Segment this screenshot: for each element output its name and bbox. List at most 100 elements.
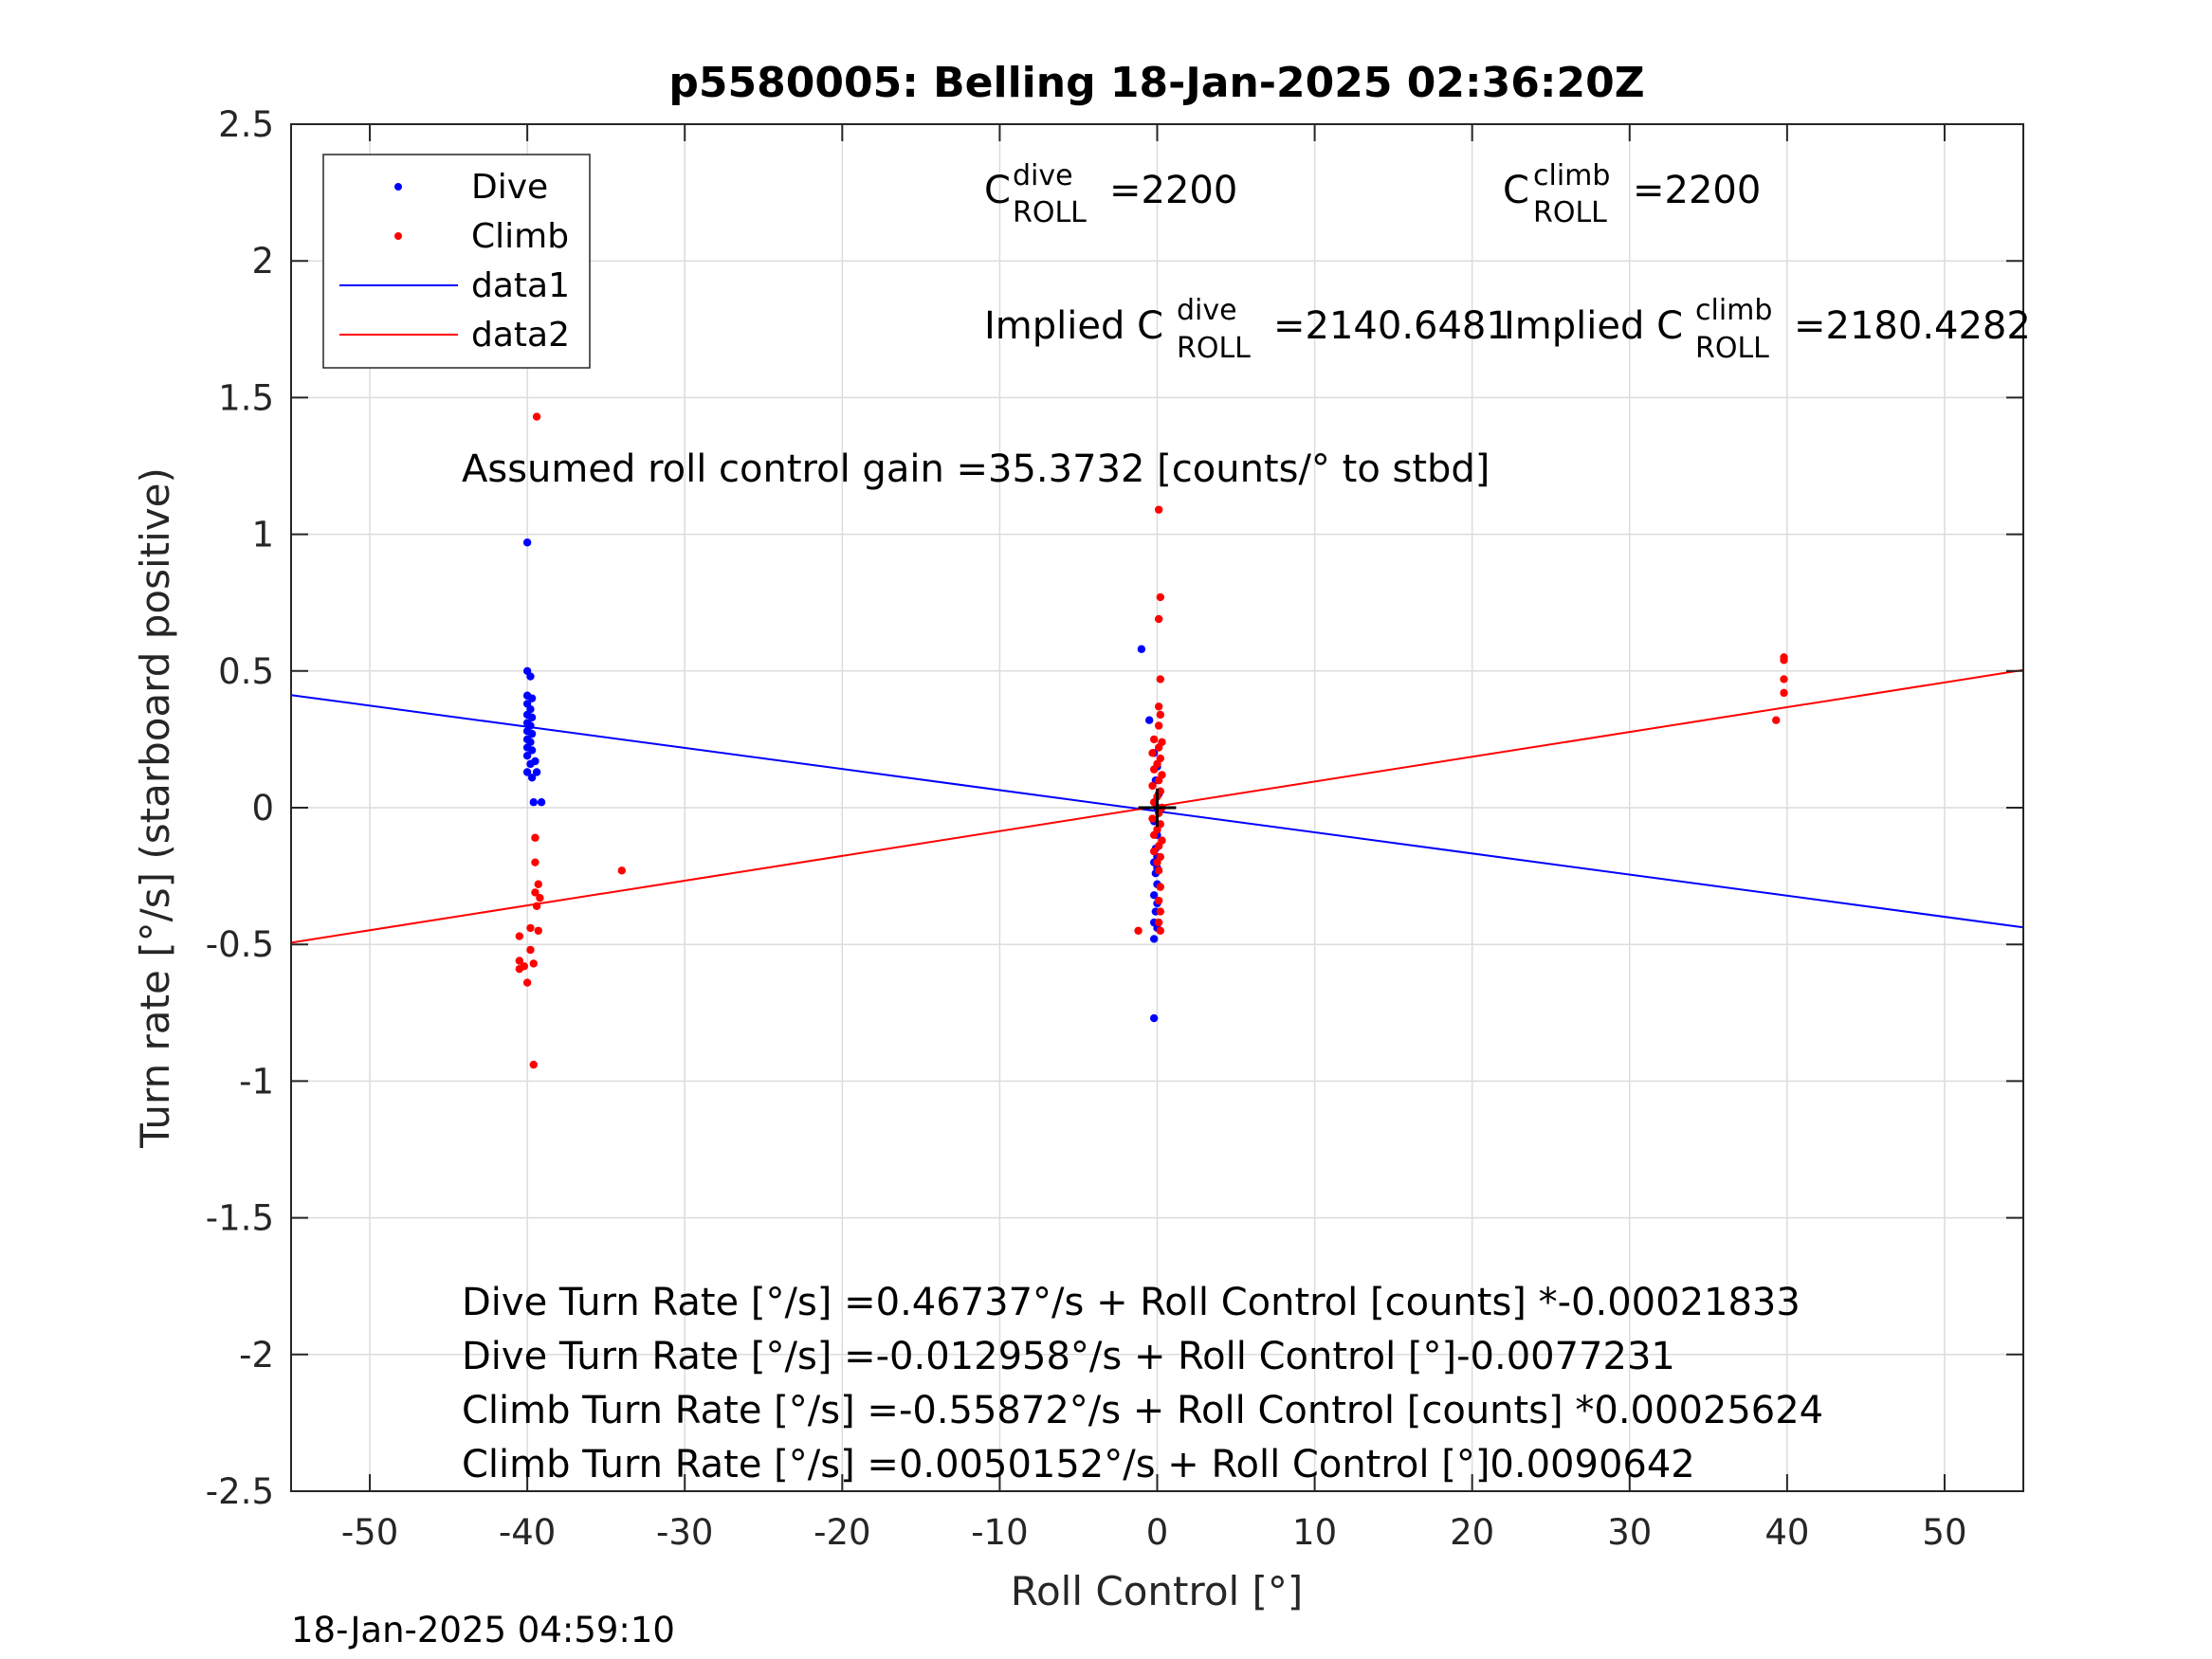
dive-point xyxy=(1144,716,1154,724)
climb-point xyxy=(1149,765,1159,774)
dive-point xyxy=(527,774,537,782)
c-climb-superscript: climb xyxy=(1533,159,1610,192)
climb-point xyxy=(1780,688,1788,698)
legend: Dive Climb data1 data2 xyxy=(322,154,591,369)
x-axis-label: Roll Control [°] xyxy=(1011,1568,1304,1614)
climb-point xyxy=(1156,907,1165,916)
climb-point xyxy=(529,959,538,968)
dive-point xyxy=(522,768,532,776)
climb-point xyxy=(522,978,532,987)
climb-point xyxy=(1149,830,1159,840)
climb-point xyxy=(536,893,544,902)
y-tick-label: -2 xyxy=(239,1335,274,1376)
climb-point xyxy=(1156,675,1165,684)
dive-point xyxy=(522,752,532,760)
x-tick-label: 20 xyxy=(1450,1512,1494,1553)
dive-point xyxy=(522,538,532,547)
x-tick-label: -30 xyxy=(656,1512,713,1553)
climb-point xyxy=(1154,721,1163,730)
x-tick-label: -20 xyxy=(814,1512,870,1553)
plot-area xyxy=(290,412,2024,1069)
dive-point xyxy=(537,798,546,807)
climb-point xyxy=(617,866,626,875)
dive-point xyxy=(1149,935,1159,943)
dive-point xyxy=(531,757,539,766)
equation-dive-counts: Dive Turn Rate [°/s] =0.46737°/s + Roll … xyxy=(462,1281,1801,1324)
climb-point xyxy=(526,923,535,933)
climb-point xyxy=(1156,926,1165,935)
x-tick-label: 30 xyxy=(1607,1512,1652,1553)
dive-point xyxy=(526,672,535,681)
dive-point xyxy=(1149,1013,1159,1023)
climb-point xyxy=(515,957,524,965)
dive-point xyxy=(532,768,541,776)
c-climb-base: C xyxy=(1503,169,1529,212)
legend-marker-dive xyxy=(394,183,402,191)
annotation-c-dive: C dive ROLL =2200 xyxy=(984,159,1237,229)
legend-box xyxy=(322,154,591,369)
climb-point xyxy=(534,880,542,888)
x-tick-label: -10 xyxy=(971,1512,1028,1553)
climb-point xyxy=(532,902,541,911)
climb-point xyxy=(1154,775,1163,785)
climb-point xyxy=(1780,675,1788,684)
y-tick-label: 2.5 xyxy=(218,104,274,145)
climb-point xyxy=(1156,710,1165,720)
y-axis-label: Turn rate [°/s] (starboard positive) xyxy=(132,467,178,1149)
climb-point xyxy=(1154,614,1163,624)
climb-point xyxy=(532,412,541,421)
implied-climb-value: =2180.4282 xyxy=(1794,304,2031,348)
x-tick-label: 50 xyxy=(1922,1512,1966,1553)
climb-point xyxy=(1154,842,1163,850)
x-tick-label: 10 xyxy=(1292,1512,1337,1553)
chart-title: p5580005: Belling 18-Jan-2025 02:36:20Z xyxy=(668,59,1644,107)
climb-point xyxy=(531,833,539,842)
dive-point xyxy=(529,798,538,807)
dive-point xyxy=(527,713,537,722)
climb-point xyxy=(1134,926,1143,935)
implied-dive-superscript: dive xyxy=(1177,294,1237,327)
climb-point xyxy=(526,945,535,955)
dive-point xyxy=(1149,891,1159,900)
c-dive-subscript: ROLL xyxy=(1013,196,1087,229)
climb-point xyxy=(515,932,524,940)
climb-point xyxy=(1154,505,1163,514)
c-climb-subscript: ROLL xyxy=(1533,196,1607,229)
y-tick-label: 1.5 xyxy=(218,377,274,418)
c-dive-superscript: dive xyxy=(1013,159,1073,192)
annotation-c-climb: C climb ROLL =2200 xyxy=(1503,159,1761,229)
climb-point xyxy=(1149,847,1159,856)
climb-point xyxy=(1154,866,1163,875)
climb-point xyxy=(531,888,539,897)
climb-point xyxy=(1154,743,1163,752)
climb-point xyxy=(531,858,539,866)
legend-label-data1: data1 xyxy=(471,266,570,305)
climb-point xyxy=(1148,814,1157,823)
c-dive-value: =2200 xyxy=(1109,169,1237,212)
climb-point xyxy=(1156,592,1165,602)
equation-dive-degrees: Dive Turn Rate [°/s] =-0.012958°/s + Rol… xyxy=(462,1335,1675,1378)
c-dive-base: C xyxy=(984,169,1011,212)
y-tick-label: -2.5 xyxy=(206,1471,274,1512)
climb-point xyxy=(1154,896,1163,905)
x-tick-label: 0 xyxy=(1146,1512,1169,1553)
y-tick-label: -0.5 xyxy=(206,924,274,965)
climb-point xyxy=(1148,781,1157,791)
legend-label-data2: data2 xyxy=(471,316,570,355)
x-tick-label: -50 xyxy=(341,1512,398,1553)
legend-marker-climb xyxy=(394,232,402,240)
footer-timestamp: 18-Jan-2025 04:59:10 xyxy=(291,1610,675,1650)
climb-point xyxy=(1149,735,1159,744)
dive-point xyxy=(1137,645,1146,653)
climb-point xyxy=(1772,716,1781,724)
x-tick-label: -40 xyxy=(499,1512,556,1553)
annotation-implied-climb: Implied C climb ROLL =2180.4282 xyxy=(1504,294,2031,365)
implied-dive-value: =2140.6481 xyxy=(1273,304,1510,348)
y-tick-label: 0.5 xyxy=(218,651,274,692)
legend-label-dive: Dive xyxy=(471,168,548,207)
dive-point xyxy=(527,746,537,755)
climb-point xyxy=(1153,858,1161,866)
y-tick-label: 0 xyxy=(251,788,274,829)
y-tick-label: -1 xyxy=(239,1061,274,1102)
